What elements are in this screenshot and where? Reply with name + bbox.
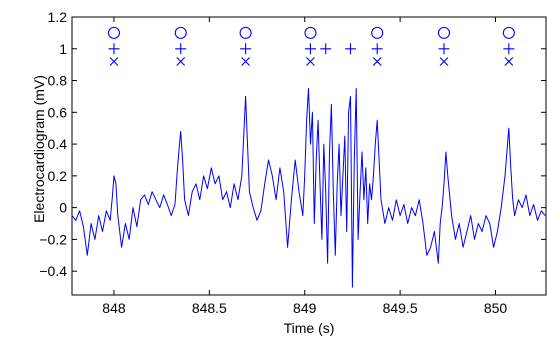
ecg-trace-layer bbox=[71, 88, 546, 288]
y-tick-label: 1 bbox=[59, 41, 67, 57]
y-tick-label: 0 bbox=[59, 200, 67, 216]
plus-marker bbox=[503, 43, 515, 55]
plus-marker bbox=[371, 43, 383, 55]
plus-marker bbox=[175, 43, 187, 55]
cross-marker bbox=[241, 57, 250, 66]
axes-layer: 848 848.5 849 849.5 850 −0.4 −0.2 0 0.2 0.4 0.6 0.8… bbox=[39, 9, 546, 316]
circle-marker bbox=[304, 26, 317, 39]
circle-marker bbox=[502, 26, 515, 39]
x-tick-label: 848.5 bbox=[192, 300, 227, 316]
x-tick-label: 848 bbox=[102, 300, 126, 316]
x-tick-label: 850 bbox=[484, 300, 508, 316]
plus-marker bbox=[320, 43, 332, 55]
plus-marker bbox=[108, 43, 120, 55]
cross-marker bbox=[439, 57, 449, 66]
plot-frame bbox=[71, 16, 547, 296]
cross-marker bbox=[372, 57, 382, 66]
annotation-marker-layer bbox=[107, 26, 515, 66]
ecg-series-line bbox=[71, 88, 546, 288]
y-axis-title: Electrocardiogram (mV) bbox=[31, 75, 47, 223]
x-axis-title: Time (s) bbox=[284, 320, 335, 336]
cross-marker bbox=[176, 57, 186, 66]
plus-marker bbox=[345, 43, 357, 55]
y-tick-label: 0.8 bbox=[48, 73, 68, 89]
circle-marker bbox=[107, 26, 121, 39]
x-tick-label: 849 bbox=[293, 300, 317, 316]
circle-marker bbox=[174, 26, 187, 39]
circle-marker bbox=[437, 26, 451, 39]
y-tick-label: −0.4 bbox=[39, 263, 67, 279]
y-tick-label: −0.2 bbox=[39, 231, 67, 247]
circle-marker bbox=[239, 26, 252, 39]
cross-marker bbox=[504, 57, 514, 66]
y-tick-label: 0.6 bbox=[48, 104, 68, 120]
x-tick-label: 849.5 bbox=[383, 300, 418, 316]
plus-marker bbox=[438, 43, 450, 55]
y-tick-label: 0.4 bbox=[48, 136, 68, 152]
circle-marker bbox=[371, 26, 384, 39]
plot-area bbox=[71, 16, 547, 296]
y-tick-label: 0.2 bbox=[48, 168, 68, 184]
y-tick-label: 1.2 bbox=[48, 9, 68, 25]
cross-marker bbox=[306, 57, 315, 66]
plus-marker bbox=[240, 43, 252, 55]
cross-marker bbox=[109, 57, 119, 66]
plus-marker bbox=[304, 43, 316, 55]
